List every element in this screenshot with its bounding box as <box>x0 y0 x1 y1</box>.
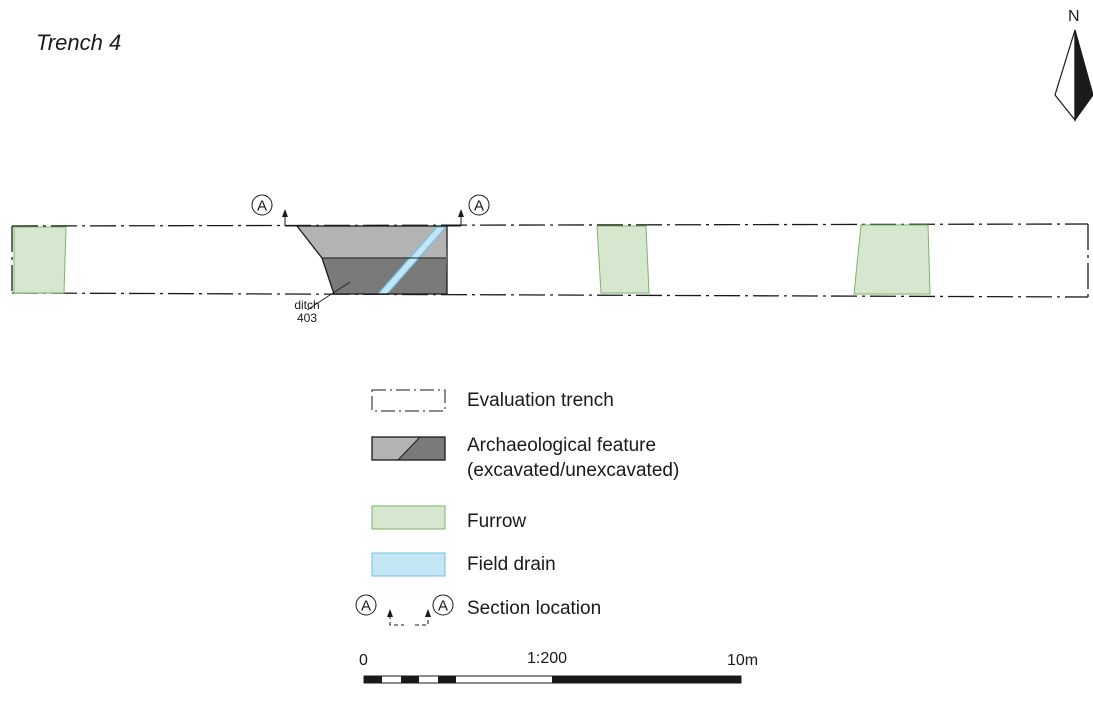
ditch-label: ditch 403 <box>280 299 334 325</box>
legend-label-furrow: Furrow <box>467 511 527 532</box>
legend-label-section: Section location <box>467 598 602 619</box>
legend-swatch-furrow <box>371 505 446 530</box>
section-marker-label: A <box>474 198 484 215</box>
ditch-label-leader <box>306 281 351 311</box>
legend-swatch-drain <box>371 552 446 577</box>
furrow <box>13 226 67 294</box>
legend-swatch-trench <box>371 389 446 412</box>
feature-unexcavated <box>322 258 447 294</box>
scale-end-label: 10m <box>727 652 759 669</box>
ditch-label-number: 403 <box>296 311 318 325</box>
feature-excavated <box>297 226 447 258</box>
ditch-label-name: ditch <box>294 298 320 312</box>
scale-start-label: 0 <box>359 652 368 669</box>
section-marker-right: A <box>447 194 490 227</box>
north-label: N <box>1068 8 1080 25</box>
scale-bar <box>363 675 742 684</box>
section-marker-label: A <box>257 198 267 215</box>
evaluation-trench <box>11 223 1089 298</box>
north-arrow-icon <box>1054 29 1093 122</box>
ditch-403 <box>296 225 448 295</box>
legend-label-feature: Archaeological feature <box>467 435 657 456</box>
map-title: Trench 4 <box>36 30 122 55</box>
legend-label-drain: Field drain <box>467 554 556 575</box>
section-marker-label: A <box>438 598 448 615</box>
legend-label-feature-sub: (excavated/unexcavated) <box>467 460 680 481</box>
section-marker-label: A <box>361 598 371 615</box>
section-marker-left: A <box>251 194 297 227</box>
furrow <box>596 225 650 294</box>
legend-label-trench: Evaluation trench <box>467 390 614 411</box>
scale-ratio-label: 1:200 <box>527 650 568 667</box>
legend-swatch-section: A A <box>355 594 454 626</box>
legend-swatch-feature <box>371 436 446 461</box>
furrow <box>853 224 931 295</box>
